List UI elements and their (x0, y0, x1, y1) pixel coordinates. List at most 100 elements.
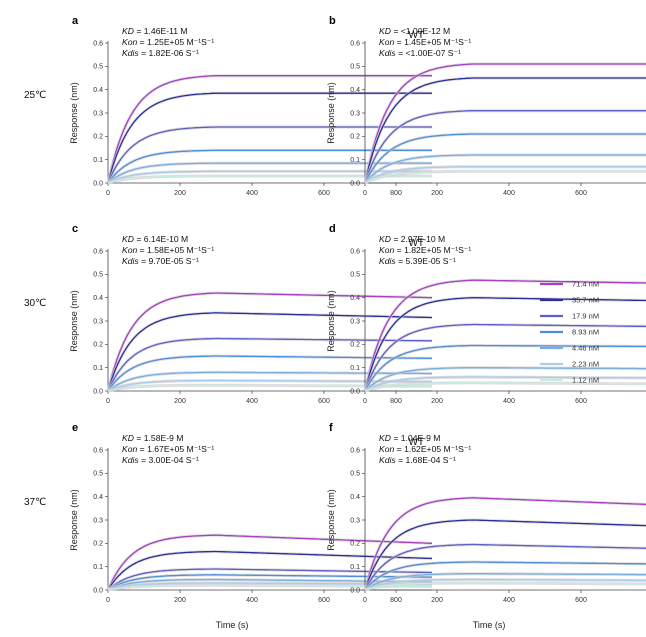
y-tick-label: 0.5 (93, 272, 103, 279)
x-tick-label: 0 (106, 190, 110, 197)
y-tick-label: 0.2 (350, 342, 360, 349)
x-tick-label: 200 (174, 398, 186, 405)
legend-label: 71.4 nM (572, 280, 599, 289)
y-tick-label: 0.6 (350, 40, 360, 47)
y-tick-label: 0.6 (350, 248, 360, 255)
kon-label: Kon = 1.67E+05 M⁻¹S⁻¹ (122, 444, 214, 454)
panel-letter: c (72, 223, 78, 235)
row-labels: 25℃ 30℃ 37℃ (24, 90, 46, 508)
panel-letter: d (329, 223, 336, 235)
variant-label: WT (408, 30, 424, 41)
y-tick-label: 0.0 (93, 587, 103, 594)
legend: 71.4 nM 35.7 nM 17.9 nM 8.93 nM 4.46 nM 2.23 … (540, 280, 599, 385)
y-tick-label: 0.0 (350, 388, 360, 395)
fit-line-223nM (364, 578, 646, 591)
y-tick-label: 0.6 (350, 447, 360, 454)
fit-line-714nM (107, 75, 432, 184)
fit-line-714nM (107, 534, 432, 591)
panel-letter: f (329, 422, 333, 434)
y-tick-label: 0.1 (350, 365, 360, 372)
fit-line-357nM (107, 312, 432, 392)
fit-line-893nM (364, 561, 646, 591)
x-tick-label: 400 (246, 597, 258, 604)
fit-line-112nM (364, 582, 646, 591)
temperature-label: 30℃ (24, 298, 46, 309)
y-tick-label: 0.2 (350, 134, 360, 141)
raw-trace (106, 91, 432, 184)
x-tick-label: 200 (431, 597, 443, 604)
legend-label: 35.7 nM (572, 296, 599, 305)
fit-line-179nM (364, 323, 646, 392)
y-tick-label: 0.1 (350, 564, 360, 571)
x-tick-label: 0 (363, 597, 367, 604)
y-tick-label: 0.5 (350, 64, 360, 71)
fit-line-893nM (107, 355, 432, 392)
y-tick-label: 0.0 (350, 587, 360, 594)
y-tick-label: 0.3 (93, 318, 103, 325)
x-tick-label: 600 (318, 398, 330, 405)
x-tick-label: 0 (106, 398, 110, 405)
panel-letter: e (72, 422, 78, 434)
y-tick-label: 0.2 (93, 342, 103, 349)
kd-label: KD = 6.14E-10 M (122, 234, 188, 244)
y-tick-label: 0.4 (93, 87, 103, 94)
y-tick-label: 0.5 (350, 471, 360, 478)
fit-line-112nM (364, 382, 646, 392)
y-axis-title: Response (nm) (69, 82, 79, 144)
kd-label: KD = 1.04E-9 M (379, 433, 440, 443)
legend-label: 2.23 nM (572, 360, 599, 369)
variant-label: WT (408, 437, 424, 448)
y-tick-label: 0.6 (93, 40, 103, 47)
y-tick-label: 0.5 (93, 64, 103, 71)
x-tick-label: 600 (575, 398, 587, 405)
fit-line-357nM (364, 297, 646, 392)
y-tick-label: 0.3 (93, 110, 103, 117)
fit-line-714nM (107, 292, 433, 392)
kon-label: Kon = 1.25E+05 M⁻¹S⁻¹ (122, 37, 214, 47)
kd-label: KD = 1.46E-11 M (122, 26, 188, 36)
fit-line-446nM (364, 367, 646, 392)
kdis-label: Kdis = <1.00E-07 S⁻¹ (379, 48, 461, 58)
fit-line-446nM (364, 154, 646, 184)
y-tick-label: 0.2 (93, 134, 103, 141)
x-tick-label: 0 (363, 398, 367, 405)
y-tick-label: 0.3 (350, 318, 360, 325)
x-tick-label: 200 (174, 190, 186, 197)
legend-label: 8.93 nM (572, 328, 599, 337)
panel-letter: b (329, 15, 336, 27)
fit-line-893nM (364, 133, 646, 184)
y-tick-label: 0.4 (350, 87, 360, 94)
y-tick-label: 0.3 (350, 517, 360, 524)
y-tick-label: 0.1 (93, 365, 103, 372)
y-axis-title: Response (nm) (326, 290, 336, 352)
kdis-label: Kdis = 1.82E-06 S⁻¹ (122, 48, 199, 58)
x-tick-label: 0 (106, 597, 110, 604)
y-tick-label: 0.3 (93, 517, 103, 524)
y-tick-label: 0.4 (350, 295, 360, 302)
x-axis-title: Time (s) (473, 620, 506, 630)
kdis-label: Kdis = 9.70E-05 S⁻¹ (122, 256, 199, 266)
y-axis-title: Response (nm) (326, 82, 336, 144)
kdis-label: Kdis = 5.39E-05 S⁻¹ (379, 256, 456, 266)
y-tick-label: 0.2 (93, 541, 103, 548)
panel-letter: a (72, 15, 79, 27)
fit-line-446nM (107, 578, 432, 591)
fit-line-893nM (364, 344, 646, 392)
fit-line-179nM (364, 543, 646, 591)
temperature-label: 25℃ (24, 90, 46, 101)
legend-label: 1.12 nM (572, 376, 599, 385)
x-tick-label: 0 (363, 190, 367, 197)
x-tick-label: 400 (246, 398, 258, 405)
kon-label: Kon = 1.45E+05 M⁻¹S⁻¹ (379, 37, 471, 47)
kdis-label: Kdis = 1.68E-04 S⁻¹ (379, 455, 456, 465)
legend-label: 4.46 nM (572, 344, 599, 353)
x-tick-label: 400 (246, 190, 258, 197)
x-tick-label: 200 (431, 398, 443, 405)
y-axis-title: Response (nm) (326, 489, 336, 551)
